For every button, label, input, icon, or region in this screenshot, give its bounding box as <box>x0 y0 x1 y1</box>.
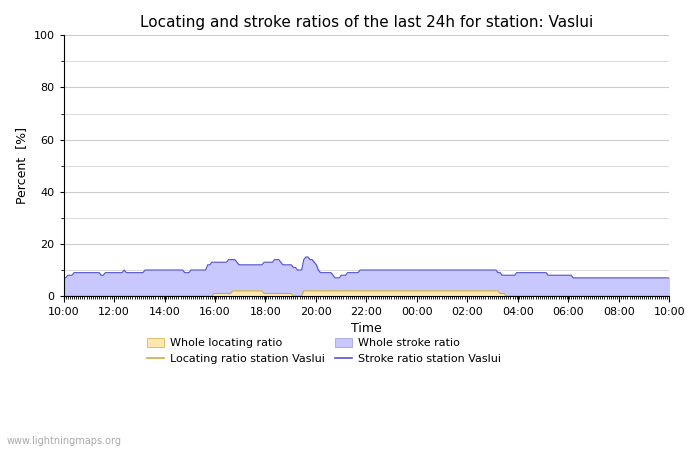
Text: www.lightningmaps.org: www.lightningmaps.org <box>7 436 122 446</box>
Y-axis label: Percent  [%]: Percent [%] <box>15 127 28 204</box>
Legend: Whole locating ratio, Locating ratio station Vaslui, Whole stroke ratio, Stroke : Whole locating ratio, Locating ratio sta… <box>143 333 505 369</box>
X-axis label: Time: Time <box>351 322 382 335</box>
Title: Locating and stroke ratios of the last 24h for station: Vaslui: Locating and stroke ratios of the last 2… <box>140 15 593 30</box>
